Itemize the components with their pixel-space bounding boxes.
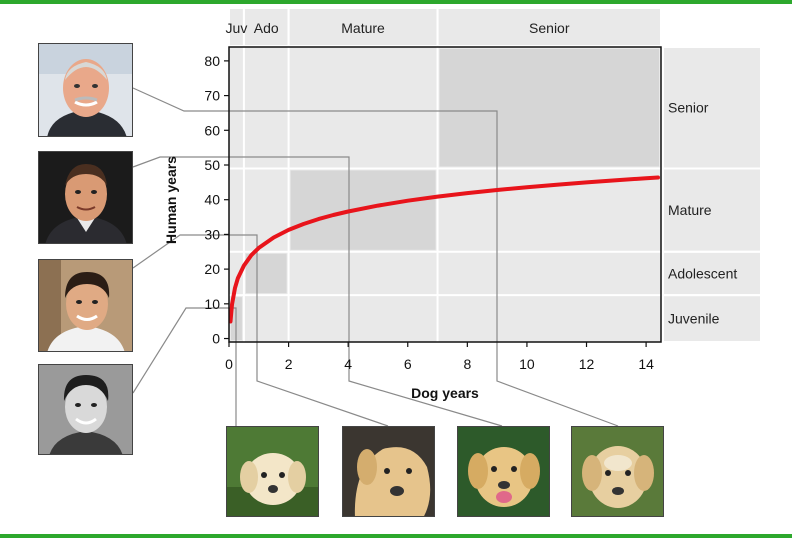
x-tick-label: 12 bbox=[579, 356, 595, 372]
x-tick-label: 0 bbox=[225, 356, 233, 372]
top-stage-label: Mature bbox=[341, 20, 385, 36]
leader-line bbox=[132, 156, 503, 427]
leader-line bbox=[132, 87, 619, 427]
man-middle-aged-icon bbox=[38, 151, 133, 244]
right-stage-label: Senior bbox=[668, 100, 709, 116]
man-young-adult-icon bbox=[38, 259, 133, 352]
man-older-icon bbox=[38, 43, 133, 137]
y-tick-label: 80 bbox=[204, 53, 220, 69]
right-stage-label: Adolescent bbox=[668, 265, 737, 281]
x-tick-label: 2 bbox=[285, 356, 293, 372]
y-tick-label: 40 bbox=[204, 192, 220, 208]
y-tick-label: 0 bbox=[212, 331, 220, 347]
y-tick-label: 50 bbox=[204, 157, 220, 173]
x-tick-label: 6 bbox=[404, 356, 412, 372]
right-stage-label: Mature bbox=[668, 202, 712, 218]
adult-labrador-icon bbox=[457, 426, 550, 517]
puppy-labrador-icon bbox=[226, 426, 319, 517]
top-stage-label: Juv bbox=[226, 20, 248, 36]
y-tick-label: 30 bbox=[204, 226, 220, 242]
x-tick-label: 10 bbox=[519, 356, 535, 372]
young-labrador-icon bbox=[342, 426, 435, 517]
top-stage-band bbox=[230, 9, 243, 45]
top-stage-band bbox=[289, 9, 437, 45]
x-axis-label: Dog years bbox=[411, 385, 479, 401]
right-stage-band bbox=[664, 169, 760, 251]
y-tick-label: 10 bbox=[204, 296, 220, 312]
right-stage-band bbox=[664, 296, 760, 341]
top-stage-band bbox=[438, 9, 660, 45]
right-stage-band bbox=[664, 252, 760, 295]
y-tick-label: 70 bbox=[204, 88, 220, 104]
y-axis-label: Human years bbox=[163, 156, 179, 244]
stage-highlight-box bbox=[439, 49, 659, 167]
y-tick-label: 60 bbox=[204, 122, 220, 138]
senior-labrador-icon bbox=[571, 426, 664, 517]
y-tick-label: 20 bbox=[204, 261, 220, 277]
right-stage-band bbox=[664, 48, 760, 168]
x-tick-label: 8 bbox=[463, 356, 471, 372]
leader-line bbox=[132, 234, 389, 427]
right-stage-label: Juvenile bbox=[668, 311, 720, 327]
top-stage-label: Senior bbox=[529, 20, 570, 36]
plot-frame bbox=[228, 46, 662, 343]
leader-line bbox=[132, 307, 237, 426]
top-stage-label: Ado bbox=[254, 20, 279, 36]
age-curve-line bbox=[228, 175, 660, 324]
bottom-border bbox=[0, 534, 792, 538]
x-tick-label: 14 bbox=[638, 356, 654, 372]
top-stage-band bbox=[244, 9, 288, 45]
x-tick-label: 4 bbox=[344, 356, 352, 372]
stage-highlight-box bbox=[245, 253, 287, 294]
top-border bbox=[0, 0, 792, 4]
boy-teen-icon bbox=[38, 364, 133, 455]
